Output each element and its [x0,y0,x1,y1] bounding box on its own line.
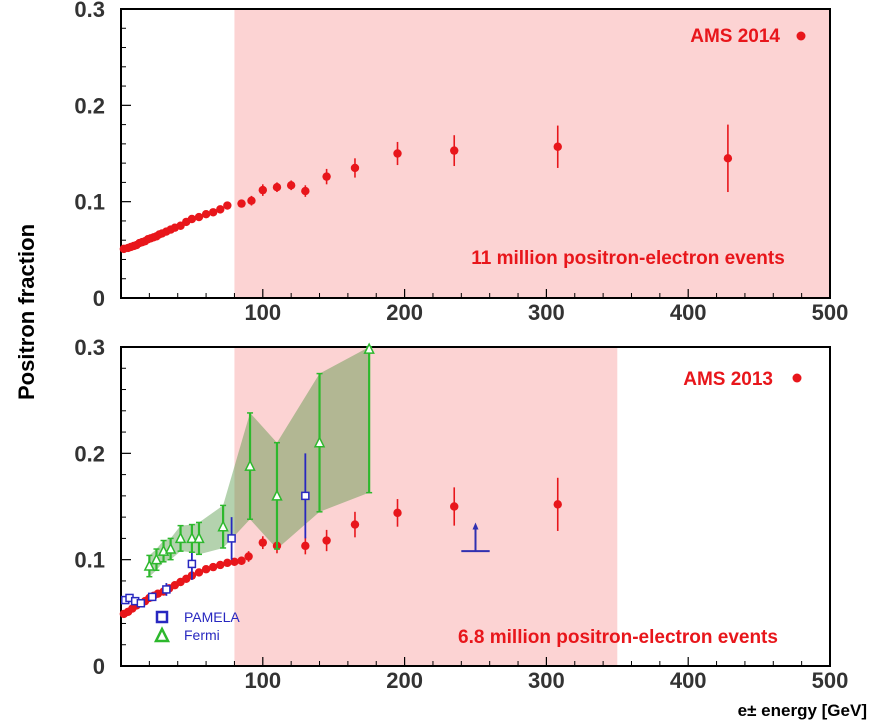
fermi-data-point [363,342,375,354]
ams-data-point [350,520,360,529]
fermi-data-point [174,531,187,544]
ams-data-point [216,560,225,570]
upper-limit-arrow [472,522,479,530]
fermi-error-band [149,347,370,577]
pamela-data-point [301,491,310,501]
y-tick-label: 0.2 [74,93,105,118]
ams-data-point [450,146,459,155]
shaded-energy-region [234,9,830,298]
x-tick-label: 200 [386,668,423,693]
legend-label: AMS 2013 [683,369,773,390]
legend-marker-dot [796,31,806,41]
ams-data-point [194,212,204,222]
fermi-legend-icon [153,626,171,643]
legend-marker-dot [792,373,802,383]
fermi-data-point [193,531,205,544]
x-tick-label: 500 [812,668,849,693]
bottom-panel-ams-2013: 100 200 300 400 500 0 0.1 0.2 0.3 AMS 2013 6.8 mil… [74,335,848,693]
y-tick-label: 0 [93,286,105,311]
x-tick-label: 400 [670,300,707,325]
legend-label: AMS 2014 [690,26,780,47]
x-tick-label: 500 [812,300,849,325]
ams-data-point [201,209,211,219]
ams-data-point [393,508,402,518]
ams-data-point [450,502,459,511]
plot-frame [120,346,831,667]
ams-data-point [187,214,197,224]
x-tick-label: 100 [244,300,281,325]
pamela-data-point [187,559,197,569]
plot-frame [120,8,831,299]
fermi-data-point [186,531,198,544]
ams-data-point [223,201,232,210]
ams-data-point [553,142,562,151]
ams-data-point [208,562,218,572]
top-panel-ams-2014: 100 200 300 400 500 0 0.1 0.2 0.3 AMS 2014 11 mill… [74,0,848,325]
events-annotation: 11 million positron-electron events [471,248,785,269]
x-tick-label: 400 [670,668,707,693]
ams-data-point [723,154,733,163]
ams-data-point [237,199,246,208]
fermi-data-point [150,552,163,565]
ams-data-point [244,552,253,561]
pamela-data-point [227,534,236,543]
shaded-energy-region [234,347,618,666]
fermi-data-point [313,436,326,448]
pamela-data-point [162,585,171,594]
ams-data-point [301,186,310,196]
ams-data-point [247,196,256,205]
ams-data-point [286,181,296,190]
small-legend-label: PAMELA [184,609,240,625]
ams-data-point [201,565,211,574]
fermi-data-point [244,459,256,471]
ams-data-point [553,500,562,509]
y-tick-label: 0.2 [74,441,105,466]
y-tick-label: 0.3 [74,335,105,360]
ams-data-point [194,568,204,577]
y-tick-label: 0.3 [74,0,105,22]
y-tick-label: 0 [93,654,105,679]
x-tick-label: 100 [244,668,281,693]
x-axis-label: e± energy [GeV] [738,701,867,720]
ams-data-point [223,558,232,568]
ams-data-point [258,538,267,547]
ams-data-point [272,183,282,192]
ams-data-point [322,536,331,545]
fermi-data-point [271,489,283,501]
ams-data-point [301,541,310,551]
x-tick-label: 300 [528,300,565,325]
ams-data-point [216,205,225,214]
fermi-data-point [143,559,156,571]
ams-data-point [230,557,239,566]
x-tick-label: 300 [528,668,565,693]
ams-data-point [350,163,360,173]
ams-data-point [322,172,331,181]
y-axis-label: Positron fraction [14,224,39,400]
y-tick-label: 0.1 [74,548,105,573]
ams-data-point [258,185,267,195]
events-annotation: 6.8 million positron-electron events [458,627,778,648]
fermi-data-point [164,542,177,554]
ams-data-point [208,208,218,217]
x-tick-label: 200 [386,300,423,325]
pamela-legend-icon [155,610,169,624]
pamela-data-point [147,592,157,602]
ams-data-point [237,556,246,565]
fermi-data-point [217,520,229,532]
ams-data-point [393,149,402,158]
small-legend-label: Fermi [184,627,220,643]
y-tick-label: 0.1 [74,190,105,215]
pamela-data-point [136,599,146,608]
